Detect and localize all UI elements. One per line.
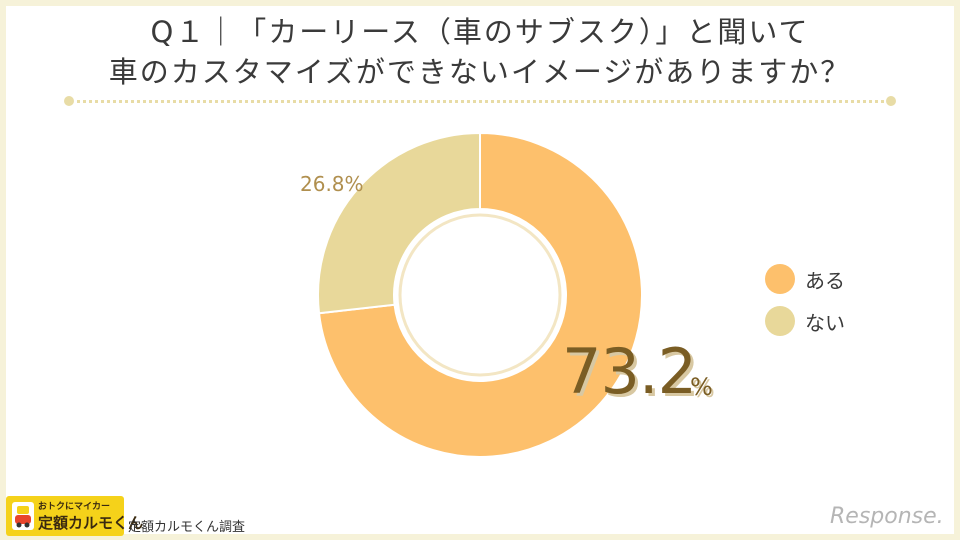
donut-slice-1 [317,131,481,315]
data-label-aru: 73.2 [562,335,697,408]
legend-label-nai: ない [805,310,845,335]
legend-swatch-nai [765,306,795,336]
logo-tagline: おトクにマイカー [38,502,111,512]
data-label-nai: 26.8% [300,172,364,196]
legend-item-nai: ない [765,306,845,336]
logo-name: 定額カルモくん [38,514,144,532]
divider-dot-left [64,96,74,106]
legend-swatch-aru [765,264,795,294]
donut-inner-ring [398,213,562,377]
legend-label-aru: ある [805,268,845,293]
data-label-aru-unit: % [690,373,713,401]
title-divider [70,100,890,103]
title-line-2: 車のカスタマイズができないイメージがありますか？ [108,55,852,89]
car-mascot-icon [12,502,34,530]
title-line-1: Q１｜「カーリース（車のサブスク）」と聞いて [150,15,810,49]
response-watermark: Response. [830,504,944,529]
source-note: 定額カルモくん調査 [128,520,246,535]
donut-slice-0 [317,131,643,458]
legend-item-aru: ある [765,264,845,294]
chart-title: Q１｜「カーリース（車のサブスク）」と聞いて 車のカスタマイズができないイメージ… [0,12,960,92]
divider-dot-right [886,96,896,106]
carmo-logo: おトクにマイカー 定額カルモくん [6,496,143,536]
